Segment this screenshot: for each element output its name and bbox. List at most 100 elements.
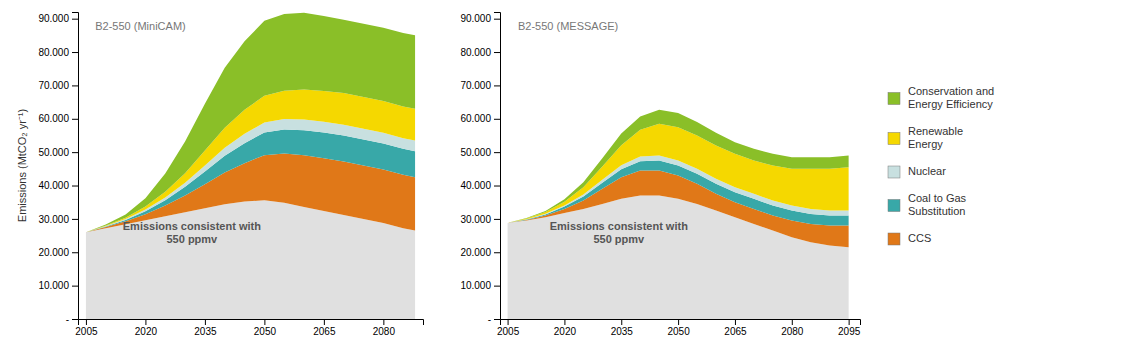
legend-label: RenewableEnergy — [908, 125, 963, 150]
y-tick-label: 20.000 — [460, 247, 491, 258]
legend-swatch — [888, 166, 900, 178]
y-tick: 90.000 — [460, 13, 500, 24]
chart: 2005 2020 2035 2050 2065 2080 - 10.000 20.000 30.… — [0, 0, 1124, 347]
tick-mark — [564, 319, 565, 325]
y-tick-label: 90.000 — [460, 13, 491, 24]
area — [86, 129, 415, 232]
y-tick-label: - — [488, 314, 491, 325]
x-tick: 2035 — [611, 319, 634, 337]
x-tick-label: 2005 — [75, 326, 98, 337]
tick-mark — [264, 319, 265, 325]
panel-title: B2-550 (MESSAGE) — [518, 20, 618, 32]
x-tick: 2095 — [838, 319, 861, 337]
tick-mark — [494, 19, 500, 20]
x-tick-label: 2050 — [254, 326, 277, 337]
x-tick-label: 2050 — [667, 326, 690, 337]
x-tick-label: 2065 — [313, 326, 336, 337]
tick-mark — [72, 319, 78, 320]
y-tick: 60.000 — [38, 113, 78, 124]
tick-mark — [494, 219, 500, 220]
area — [86, 119, 415, 232]
tick-mark — [72, 152, 78, 153]
x-tick-label: 2035 — [194, 326, 217, 337]
x-tick-label: 2020 — [554, 326, 577, 337]
x-tick: 2065 — [724, 319, 747, 337]
plot-area — [86, 13, 415, 319]
x-tick: 2005 — [497, 319, 520, 337]
x-tick: 2065 — [313, 319, 336, 337]
y-tick: 90.000 — [38, 13, 78, 24]
y-tick-label: 10.000 — [460, 280, 491, 291]
legend-swatch — [888, 233, 900, 245]
legend-swatch — [888, 93, 900, 105]
y-tick-label: 50.000 — [38, 147, 69, 158]
x-tick: 2020 — [135, 319, 158, 337]
y-tick-label: 90.000 — [38, 13, 69, 24]
tick-mark — [72, 19, 78, 20]
text-line: Emissions consistent with — [123, 219, 261, 231]
y-tick-label: 60.000 — [38, 113, 69, 124]
x-tick: 2020 — [554, 319, 577, 337]
y-tick: 30.000 — [460, 214, 500, 225]
tick-mark — [494, 186, 500, 187]
annotation: Emissions consistent with550 ppmv — [123, 219, 261, 244]
text-line: Nuclear — [908, 165, 946, 177]
text-line: Conservation and — [908, 85, 994, 97]
tick-mark — [494, 319, 500, 320]
y-tick-label: 30.000 — [38, 214, 69, 225]
text-line: Substitution — [908, 205, 965, 217]
x-tick-label: 2005 — [497, 326, 520, 337]
axis-line — [494, 13, 501, 320]
y-tick-label: 50.000 — [460, 147, 491, 158]
tick-mark — [621, 319, 622, 325]
y-tick-label: 30.000 — [460, 214, 491, 225]
text-line: Emissions consistent with — [550, 219, 688, 231]
tick-mark — [72, 286, 78, 287]
y-tick: 50.000 — [460, 147, 500, 158]
y-tick: 80.000 — [460, 47, 500, 58]
y-axis-title: Emissions (MtCO₂ yr⁻¹) — [16, 109, 28, 222]
tick-mark — [72, 119, 78, 120]
tick-mark — [494, 152, 500, 153]
y-tick: 80.000 — [38, 47, 78, 58]
y-tick: 20.000 — [38, 247, 78, 258]
tick-mark — [494, 85, 500, 86]
legend-item: Conservation andEnergy Efficiency — [888, 85, 994, 110]
y-tick: 40.000 — [460, 180, 500, 191]
legend-item: RenewableEnergy — [888, 125, 963, 150]
tick-mark — [145, 319, 146, 325]
tick-mark — [508, 319, 509, 325]
legend-label: Nuclear — [908, 165, 946, 177]
tick-mark — [678, 319, 679, 325]
panel: 2005 2020 2035 2050 2065 2080 2095 - 10.000 20.00… — [460, 13, 860, 338]
legend-item: Coal to GasSubstitution — [888, 192, 967, 217]
text-line: Energy — [908, 138, 943, 150]
y-tick: 10.000 — [38, 280, 78, 291]
x-tick-label: 2035 — [611, 326, 634, 337]
legend-label: Conservation andEnergy Efficiency — [908, 85, 994, 110]
y-tick: 30.000 — [38, 214, 78, 225]
tick-mark — [792, 319, 793, 325]
axis-line — [72, 13, 79, 320]
tick-mark — [494, 286, 500, 287]
legend-swatch — [888, 133, 900, 145]
axis-line — [501, 320, 861, 326]
y-tick-label: 60.000 — [460, 113, 491, 124]
tick-mark — [494, 52, 500, 53]
x-tick-label: 2080 — [781, 326, 804, 337]
y-tick: 70.000 — [38, 80, 78, 91]
y-tick-label: 40.000 — [38, 180, 69, 191]
y-axis: - 10.000 20.000 30.000 40.000 50.000 60.000 70.… — [460, 13, 500, 325]
x-tick: 2080 — [373, 319, 396, 337]
axis-line — [79, 320, 424, 326]
text-line: 550 ppmv — [593, 232, 645, 244]
text-line: CCS — [908, 232, 931, 244]
y-tick-label: 40.000 — [460, 180, 491, 191]
area — [508, 124, 849, 223]
y-tick-label: 70.000 — [460, 80, 491, 91]
x-axis: 2005 2020 2035 2050 2065 2080 2095 — [497, 319, 861, 337]
tick-mark — [324, 319, 325, 325]
text-line: Renewable — [908, 125, 963, 137]
area — [508, 110, 849, 223]
panel-title: B2-550 (MiniCAM) — [95, 20, 185, 32]
